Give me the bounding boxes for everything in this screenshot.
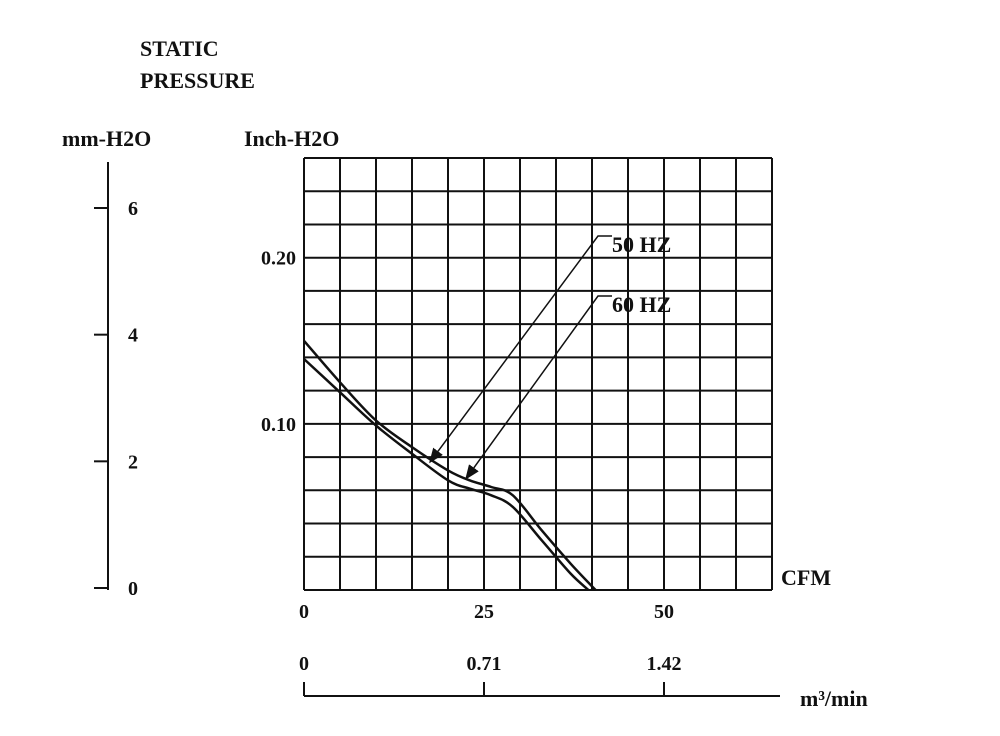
- chart-grid: [303, 157, 773, 591]
- chart-title-line-2: PRESSURE: [140, 68, 255, 93]
- annotation-leader-50-hz: [429, 235, 612, 464]
- mm-tick-label: 4: [128, 325, 138, 347]
- chart-title-line-1: STATIC: [140, 36, 219, 61]
- cfm-axis-ticks: 0 25 50: [299, 601, 674, 623]
- series-lines: [303, 339, 597, 591]
- annotation-label-60-hz: 60 HZ: [612, 292, 671, 317]
- mm-tick-label: 0: [128, 578, 138, 600]
- m3-axis-ticks: 0 0.71 1.42: [299, 653, 682, 696]
- mm-tick-label: 2: [128, 451, 138, 473]
- cfm-tick-label: 50: [654, 601, 674, 623]
- m3-tick-label: 0.71: [467, 653, 502, 675]
- m3-tick-label: 0: [299, 653, 309, 675]
- series-line-60-hz: [303, 339, 597, 591]
- annotation-label-50-hz: 50 HZ: [612, 232, 671, 257]
- y-axis-label-inch: Inch-H2O: [244, 126, 339, 151]
- inch-tick-label: 0.10: [261, 414, 296, 436]
- inch-axis-ticks: 0.10 0.20: [261, 248, 296, 436]
- mm-tick-label: 6: [128, 198, 138, 220]
- series-annotations: 50 HZ 60 HZ: [429, 232, 671, 480]
- cfm-tick-label: 25: [474, 601, 494, 623]
- annotation-leader-60-hz: [465, 295, 612, 480]
- y-axis-label-mm: mm-H2O: [62, 126, 151, 151]
- x-axis-label-cfm: CFM: [781, 565, 831, 590]
- x-axis-label-m3: m³/min: [800, 686, 868, 711]
- mm-axis-ticks: 0 2 4 6: [94, 198, 138, 600]
- series-line-50-hz: [303, 358, 590, 591]
- cfm-tick-label: 0: [299, 601, 309, 623]
- m3-tick-label: 1.42: [647, 653, 682, 675]
- inch-tick-label: 0.20: [261, 248, 296, 270]
